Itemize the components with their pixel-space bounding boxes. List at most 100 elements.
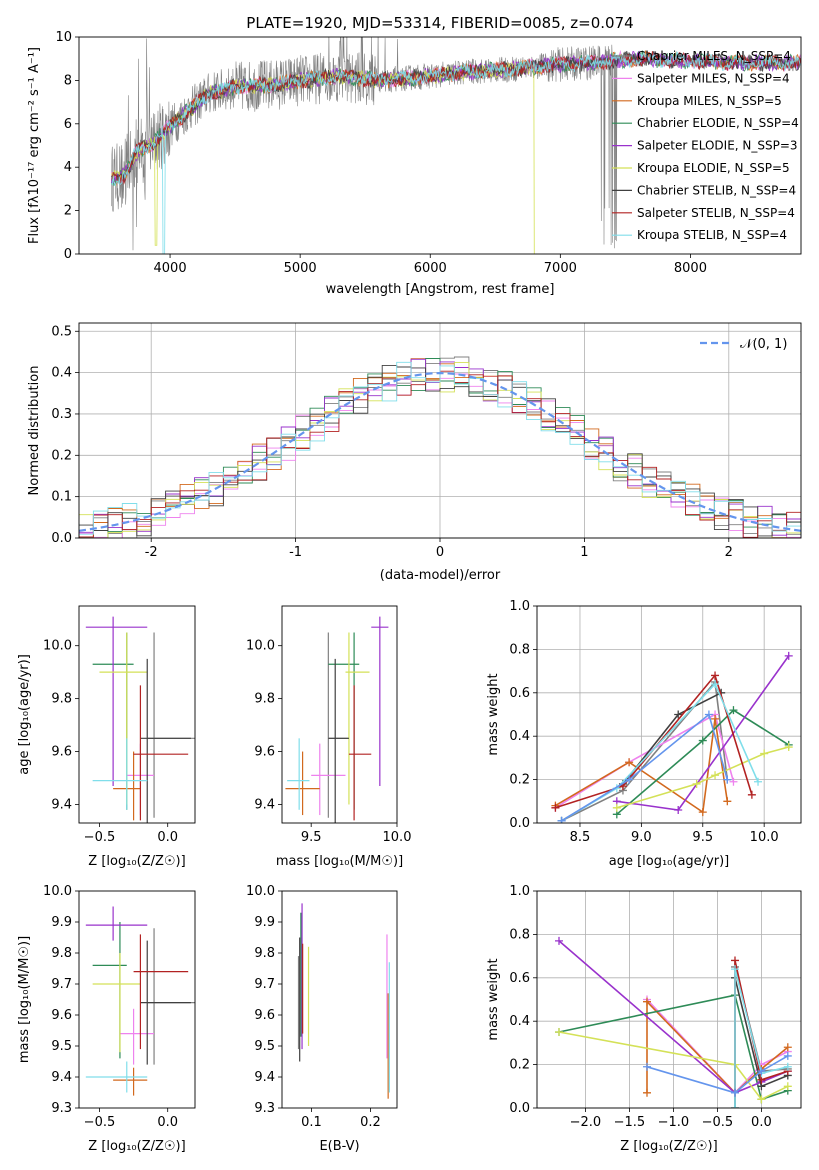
legend-label: Salpeter STELIB, N_SSP=4 <box>637 206 795 220</box>
x-tick-label: −0.5 <box>702 1115 734 1130</box>
y-tick-label: 2 <box>64 204 72 219</box>
weight-point-kroupa_elodie <box>783 1082 792 1091</box>
y-tick-label: 9.3 <box>254 1101 275 1116</box>
plot-area-weight-vs-Z <box>555 936 792 1108</box>
weight-line-chabrier_elodie <box>616 709 790 815</box>
x-tick-label: 9.5 <box>301 830 322 845</box>
weight-point-normal <box>704 710 713 719</box>
weight-point-kroupa_miles <box>723 797 732 806</box>
y-tick-label: 9.8 <box>254 692 275 707</box>
chart-title: PLATE=1920, MJD=53314, FIBERID=0085, z=0… <box>246 14 633 32</box>
weight-point-normal <box>757 1067 766 1076</box>
legend-label: Kroupa STELIB, N_SSP=4 <box>637 228 787 242</box>
weight-point-chabrier_elodie <box>729 706 738 715</box>
weight-line-salpeter_stelib <box>555 673 753 809</box>
plot-area-mass-vs-Z <box>85 906 195 1096</box>
y-tick-label: 9.6 <box>254 745 275 760</box>
model-line-salpeter_stelib <box>111 51 801 185</box>
weight-point-kroupa_miles <box>711 714 720 723</box>
y-tick-label: 9.9 <box>51 915 72 930</box>
y-tick-label: 9.4 <box>51 797 72 812</box>
panel-spectrum: 4000 5000 6000 7000 8000 0 2 4 6 8 10 PLATE=1920, M… <box>27 14 802 297</box>
x-axis-label: age [log₁₀(age/yr)] <box>609 854 730 869</box>
y-tick-label: 0.1 <box>51 490 72 505</box>
x-axis-label: wavelength [Angstrom, rest frame] <box>326 282 555 297</box>
y-tick-label: 4 <box>64 160 72 175</box>
y-tick-label: 9.7 <box>254 977 275 992</box>
weight-point-kroupa_stelib <box>754 777 763 786</box>
weight-point-chabrier_stelib <box>674 710 683 719</box>
legend-label: Salpeter ELODIE, N_SSP=3 <box>637 139 798 153</box>
y-tick-label: 0.8 <box>509 642 530 657</box>
weight-point-chabrier_elodie <box>698 736 707 745</box>
axes-frame <box>78 605 196 824</box>
y-tick-label: 9.4 <box>254 1070 275 1085</box>
weight-point-salpeter_stelib <box>551 803 560 812</box>
y-axis-label: Flux [fλ10⁻¹⁷ erg cm⁻² s⁻¹ A⁻¹] <box>27 47 42 244</box>
panel-weight-vs-Z: −2.0 −1.5 −1.0 −0.5 0.0 0.0 0.2 0.4 0.6 0.8 1.0 Z [… <box>486 884 802 1154</box>
weight-point-normal <box>783 1051 792 1060</box>
x-tick-label: −1.5 <box>614 1115 646 1130</box>
x-tick-label: -1 <box>289 545 302 560</box>
y-tick-label: 10.0 <box>246 884 275 899</box>
y-tick-label: 0.4 <box>509 729 530 744</box>
weight-point-kroupa_elodie <box>784 743 793 752</box>
x-tick-label: 0.0 <box>157 1115 178 1130</box>
weight-point-salpeter_elodie <box>674 805 683 814</box>
weight-point-salpeter_elodie <box>555 936 563 945</box>
y-axis-label: mass weight <box>486 673 501 755</box>
panel-age-vs-Z: −0.5 0.0 9.4 9.6 9.8 10.0 Z [log₁₀(Z/Z☉)] age [… <box>17 605 196 869</box>
y-tick-label: 10 <box>55 30 72 45</box>
x-tick-label: 0.0 <box>157 830 178 845</box>
weight-point-kroupa_miles <box>643 1088 651 1097</box>
x-tick-label: 2 <box>725 545 733 560</box>
legend-label: Kroupa MILES, N_SSP=5 <box>637 94 782 108</box>
x-tick-label: 7000 <box>544 261 577 276</box>
axes-frame <box>536 890 802 1109</box>
y-tick-label: 6 <box>64 117 72 132</box>
x-tick-label: 0.1 <box>301 1115 322 1130</box>
weight-point-salpeter_elodie <box>784 651 793 660</box>
weight-point-salpeter_stelib <box>747 790 756 799</box>
x-tick-label: -2 <box>145 545 158 560</box>
y-axis-label: age [log₁₀(age/yr)] <box>17 654 32 775</box>
weight-point-normal <box>625 775 634 784</box>
x-tick-label: 0 <box>436 545 444 560</box>
y-axis-label: Normed distribution <box>27 366 42 496</box>
y-tick-label: 0.5 <box>51 324 72 339</box>
y-tick-label: 0.6 <box>509 971 530 986</box>
x-tick-label: 5000 <box>284 261 317 276</box>
weight-point-kroupa_elodie <box>555 1028 563 1037</box>
y-tick-label: 10.0 <box>43 639 72 654</box>
y-tick-label: 0.8 <box>509 927 530 942</box>
y-tick-label: 9.8 <box>51 946 72 961</box>
weight-point-kroupa_elodie <box>760 749 769 758</box>
y-tick-label: 0.2 <box>509 773 530 788</box>
plot-area-age-vs-Z <box>85 616 195 823</box>
y-tick-label: 0.0 <box>51 531 72 546</box>
y-tick-label: 9.7 <box>51 977 72 992</box>
y-tick-label: 10.0 <box>43 884 72 899</box>
weight-line-salpeter_miles <box>554 713 735 809</box>
x-axis-label: Z [log₁₀(Z/Z☉)] <box>620 1139 717 1154</box>
legend-label: Chabrier STELIB, N_SSP=4 <box>637 183 796 197</box>
y-tick-label: 1.0 <box>509 599 530 614</box>
x-tick-label: −2.0 <box>570 1115 602 1130</box>
y-tick-label: 0 <box>64 247 72 262</box>
panel-mass-vs-Z: −0.5 0.0 9.3 9.4 9.5 9.6 9.7 9.8 9.9 10.0 Z [log₁₀… <box>17 884 196 1154</box>
weight-line-chabrier_miles <box>561 680 729 822</box>
x-axis-label: Z [log₁₀(Z/Z☉)] <box>88 1139 185 1154</box>
y-axis-label: mass [log₁₀(M/M☉)] <box>17 936 32 1063</box>
weight-point-kroupa_miles <box>625 758 634 767</box>
plot-area-weight-vs-age <box>551 651 793 823</box>
x-tick-label: 1 <box>580 545 588 560</box>
axes-frame <box>78 36 802 255</box>
normal-curve <box>79 371 801 532</box>
y-tick-label: 10.0 <box>246 639 275 654</box>
x-tick-label: 10.0 <box>750 830 779 845</box>
x-tick-label: 4000 <box>154 261 187 276</box>
y-tick-label: 9.4 <box>254 797 275 812</box>
weight-point-salpeter_miles <box>729 777 738 786</box>
y-tick-label: 9.8 <box>51 692 72 707</box>
